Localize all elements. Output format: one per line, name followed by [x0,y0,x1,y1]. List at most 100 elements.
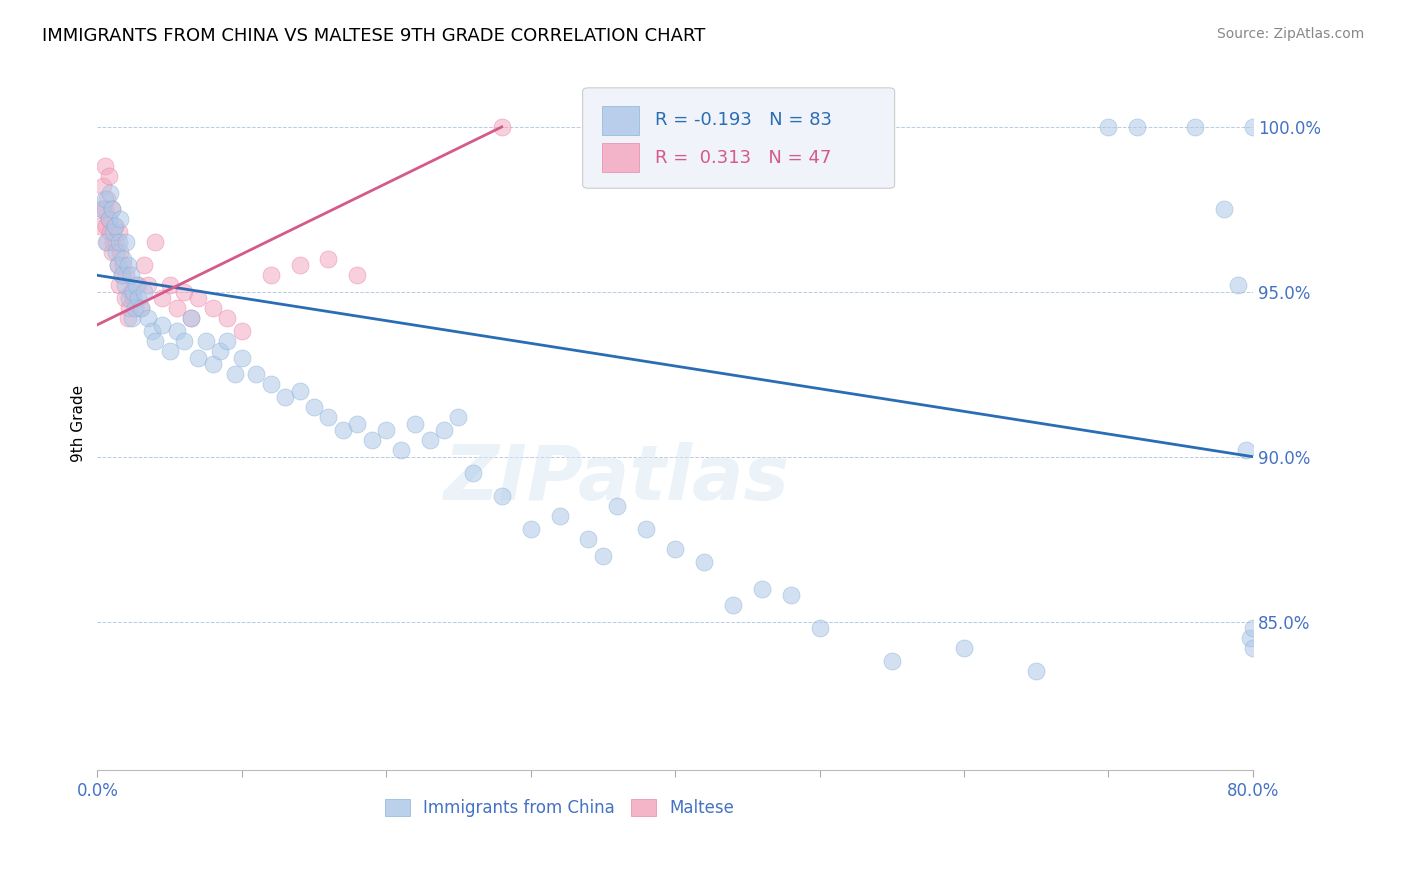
Immigrants from China [110,212,132,227]
Immigrants from China [90,202,112,217]
Immigrants from China [136,311,159,326]
Immigrants from China [1239,631,1261,645]
Maltese [180,311,202,326]
Immigrants from China [953,640,976,655]
Maltese [127,278,149,293]
Maltese [129,301,152,316]
Maltese [115,268,138,283]
Immigrants from China [120,268,142,283]
Maltese [111,268,134,283]
Immigrants from China [606,499,628,513]
Immigrants from China [389,443,412,458]
Maltese [318,252,340,266]
Maltese [173,285,195,299]
Maltese [120,285,142,299]
Immigrants from China [173,334,195,349]
Maltese [97,169,120,184]
Y-axis label: 9th Grade: 9th Grade [72,385,86,462]
Maltese [143,235,166,250]
Immigrants from China [125,278,148,293]
Immigrants from China [491,489,513,503]
Maltese [101,202,124,217]
Text: Source: ZipAtlas.com: Source: ZipAtlas.com [1216,27,1364,41]
Maltese [136,278,159,293]
Immigrants from China [260,377,283,392]
Immigrants from China [180,311,202,326]
FancyBboxPatch shape [582,87,894,188]
Immigrants from China [194,334,217,349]
Immigrants from China [636,522,658,536]
Maltese [101,245,124,260]
Text: R = -0.193   N = 83: R = -0.193 N = 83 [655,112,832,129]
Immigrants from China [143,334,166,349]
Maltese [346,268,368,283]
Immigrants from China [1241,640,1264,655]
Immigrants from China [105,245,128,260]
Immigrants from China [1025,664,1047,678]
Immigrants from China [302,401,325,415]
Text: ZIPatlas: ZIPatlas [444,442,790,516]
Immigrants from China [1241,621,1264,635]
Maltese [108,278,131,293]
Maltese [110,245,132,260]
Immigrants from China [447,410,470,425]
Immigrants from China [101,202,124,217]
Maltese [90,202,112,217]
Immigrants from China [433,423,456,437]
Immigrants from China [129,301,152,316]
Immigrants from China [288,384,311,398]
Immigrants from China [93,193,115,207]
Immigrants from China [245,368,267,382]
Immigrants from China [592,549,614,563]
Maltese [187,292,209,306]
Maltese [117,311,139,326]
Immigrants from China [461,466,484,480]
Immigrants from China [187,351,209,365]
Immigrants from China [346,417,368,431]
Immigrants from China [150,318,173,332]
Immigrants from China [107,259,129,273]
Maltese [94,219,117,233]
Maltese [107,259,129,273]
Immigrants from China [318,410,340,425]
Maltese [96,235,118,250]
Immigrants from China [693,555,716,569]
Immigrants from China [97,212,120,227]
Text: IMMIGRANTS FROM CHINA VS MALTESE 9TH GRADE CORRELATION CHART: IMMIGRANTS FROM CHINA VS MALTESE 9TH GRA… [42,27,706,45]
Maltese [93,202,115,217]
Immigrants from China [808,621,831,635]
Text: R =  0.313   N = 47: R = 0.313 N = 47 [655,149,832,167]
Maltese [260,268,283,283]
Immigrants from China [274,390,297,404]
Immigrants from China [122,285,145,299]
Immigrants from China [117,259,139,273]
Maltese [112,259,135,273]
Immigrants from China [419,434,441,448]
Immigrants from China [121,311,143,326]
Maltese [166,301,188,316]
Maltese [108,226,131,240]
Immigrants from China [103,226,125,240]
Maltese [201,301,224,316]
Immigrants from China [108,235,131,250]
Immigrants from China [404,417,426,431]
Immigrants from China [1227,278,1250,293]
Maltese [159,278,181,293]
Immigrants from China [132,285,155,299]
Immigrants from China [141,324,163,338]
Immigrants from China [114,278,136,293]
Immigrants from China [519,522,541,536]
Immigrants from China [201,357,224,371]
Legend: Immigrants from China, Maltese: Immigrants from China, Maltese [378,792,741,824]
Maltese [132,259,155,273]
Immigrants from China [1097,120,1119,134]
Immigrants from China [224,368,246,382]
Immigrants from China [94,235,117,250]
Immigrants from China [159,344,181,359]
Maltese [89,219,111,233]
Immigrants from China [578,532,600,546]
Immigrants from China [1241,120,1264,134]
FancyBboxPatch shape [602,106,640,135]
Maltese [105,235,128,250]
Immigrants from China [98,186,121,200]
